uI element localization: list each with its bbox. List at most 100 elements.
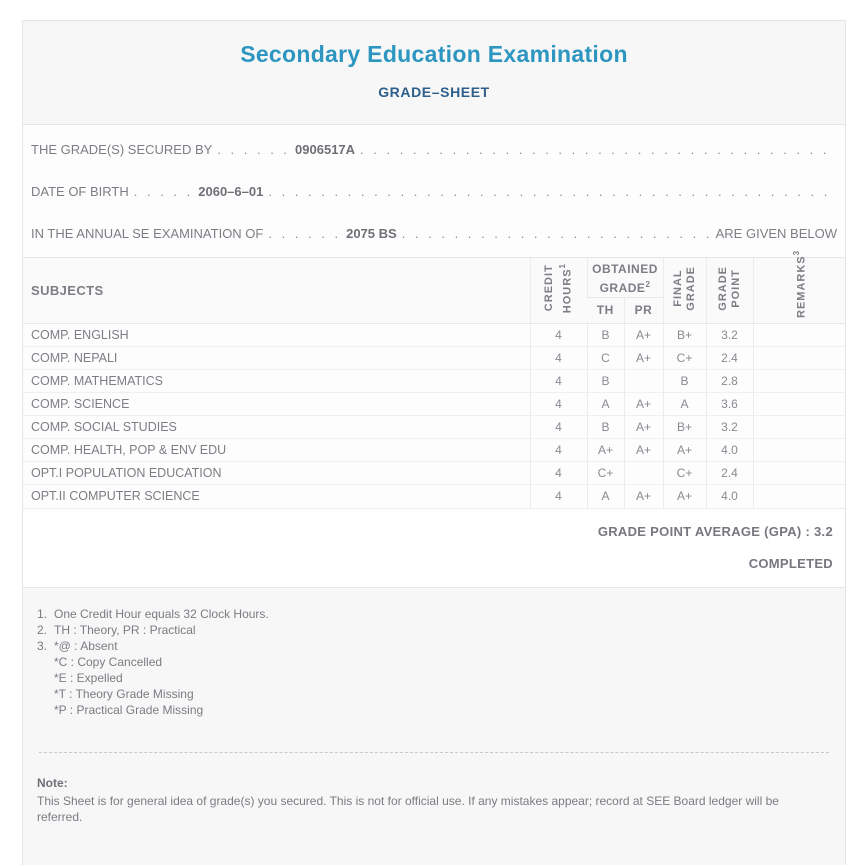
pr-grade-cell: A+ xyxy=(623,484,663,508)
pr-grade-cell xyxy=(623,369,663,393)
subject-cell: COMP. MATHEMATICS xyxy=(23,369,530,393)
final-grade-cell: C+ xyxy=(662,461,706,485)
footnote-marker: 1. xyxy=(37,606,48,621)
credit-hours-cell: 4 xyxy=(529,369,587,393)
column-header-subjects: SUBJECTS xyxy=(23,258,530,324)
dotted-leader: . . . . . . xyxy=(268,225,342,241)
credit-hours-cell: 4 xyxy=(529,484,587,508)
final-grade-cell: B+ xyxy=(662,415,706,439)
info-suffix: ARE GIVEN BELOW xyxy=(715,225,837,241)
final-grade-vertical-label: FINAL GRADE xyxy=(671,265,697,311)
final-grade-cell: B+ xyxy=(662,323,706,347)
final-grade-cell: C+ xyxy=(662,346,706,370)
page-subtitle: GRADE–SHEET xyxy=(378,84,490,100)
info-label: THE GRADE(S) SECURED BY xyxy=(31,141,213,157)
subject-cell: COMP. HEALTH, POP & ENV EDU xyxy=(23,438,530,462)
gpa-line: GRADE POINT AVERAGE (GPA) : 3.2 xyxy=(35,524,833,539)
subject-cell: OPT.I POPULATION EDUCATION xyxy=(23,461,530,485)
column-header-obtained-grade: OBTAINED GRADE2 xyxy=(586,258,663,298)
table-row: COMP. HEALTH, POP & ENV EDU 4 A+ A+ A+ 4… xyxy=(23,438,845,462)
info-line-date-of-birth: DATE OF BIRTH . . . . . 2060–6–01 . . . … xyxy=(31,170,837,212)
th-grade-cell: A xyxy=(586,484,624,508)
dotted-leader: . . . . . . xyxy=(217,141,291,157)
column-header-credit-hours: CREDIT HOURS1 xyxy=(529,258,587,324)
gpa-label: GRADE POINT AVERAGE (GPA) : xyxy=(597,523,811,539)
th-grade-cell: C+ xyxy=(586,461,624,485)
status-badge: COMPLETED xyxy=(748,555,833,571)
footnote-item: *C : Copy Cancelled xyxy=(37,654,831,670)
footnote-item: 3. *@ : Absent xyxy=(37,638,831,654)
footnote-item: 2. TH : Theory, PR : Practical xyxy=(37,622,831,638)
column-header-final-grade: FINAL GRADE xyxy=(662,258,706,324)
info-label: IN THE ANNUAL SE EXAMINATION OF xyxy=(31,225,264,241)
footnote-text: *T : Theory Grade Missing xyxy=(54,686,194,701)
th-grade-cell: A xyxy=(586,392,624,416)
final-grade-cell: A xyxy=(662,392,706,416)
grade-point-cell: 2.4 xyxy=(705,346,753,370)
final-grade-cell: A+ xyxy=(662,484,706,508)
remarks-vertical-label: REMARKS3 xyxy=(791,249,808,318)
remarks-cell xyxy=(752,438,845,462)
footnote-text: *P : Practical Grade Missing xyxy=(54,702,204,717)
subject-cell: OPT.II COMPUTER SCIENCE xyxy=(23,484,530,508)
subject-cell: COMP. NEPALI xyxy=(23,346,530,370)
dashed-divider xyxy=(39,751,829,753)
grade-point-cell: 2.8 xyxy=(705,369,753,393)
th-grade-cell: B xyxy=(586,323,624,347)
column-header-remarks: REMARKS3 xyxy=(752,249,845,324)
pr-grade-cell: A+ xyxy=(623,346,663,370)
pr-grade-cell: A+ xyxy=(623,323,663,347)
pr-grade-cell: A+ xyxy=(623,415,663,439)
grades-table: SUBJECTS CREDIT HOURS1 OBTAINED GRADE2 FIN… xyxy=(23,249,845,508)
grade-point-cell: 3.6 xyxy=(705,392,753,416)
footnote-marker xyxy=(37,670,54,686)
credit-hours-cell: 4 xyxy=(529,323,587,347)
footnote-text: *@ : Absent xyxy=(54,638,118,653)
page-title: Secondary Education Examination xyxy=(240,41,628,67)
grade-point-cell: 3.2 xyxy=(705,415,753,439)
th-grade-cell: B xyxy=(586,415,624,439)
column-header-pr: PR xyxy=(623,297,663,325)
footnote-marker: 2. xyxy=(37,622,48,637)
footnote-marker xyxy=(37,686,54,702)
footnote-item: *E : Expelled xyxy=(37,670,831,686)
credit-hours-cell: 4 xyxy=(529,438,587,462)
grade-point-cell: 4.0 xyxy=(705,484,753,508)
remarks-cell xyxy=(752,484,845,508)
footnote-marker: 3. xyxy=(37,638,48,653)
note-block: Note: This Sheet is for general idea of … xyxy=(23,752,845,865)
footnote-text: One Credit Hour equals 32 Clock Hours. xyxy=(54,606,269,621)
remarks-cell xyxy=(752,392,845,416)
table-row: COMP. ENGLISH 4 B A+ B+ 3.2 xyxy=(23,323,845,347)
remarks-cell xyxy=(752,369,845,393)
final-grade-cell: A+ xyxy=(662,438,706,462)
pr-grade-cell xyxy=(623,461,663,485)
footnote-text: *E : Expelled xyxy=(54,670,123,685)
final-grade-cell: B xyxy=(662,369,706,393)
grade-sheet-panel: Secondary Education Examination GRADE–SH… xyxy=(22,20,846,865)
note-title: Note: xyxy=(37,775,68,790)
subject-cell: COMP. SOCIAL STUDIES xyxy=(23,415,530,439)
th-grade-cell: A+ xyxy=(586,438,624,462)
info-label: DATE OF BIRTH xyxy=(31,183,129,199)
th-grade-cell: C xyxy=(586,346,624,370)
title-block: Secondary Education Examination GRADE–SH… xyxy=(23,21,845,125)
dotted-leader: . . . . . . . . . . . . . . . . . . . . … xyxy=(268,183,832,199)
credit-hours-vertical-label: CREDIT HOURS1 xyxy=(542,262,574,314)
symbol-number-value: 0906517A xyxy=(295,141,356,157)
subject-cell: COMP. SCIENCE xyxy=(23,392,530,416)
info-block: THE GRADE(S) SECURED BY . . . . . . 0906… xyxy=(23,125,845,258)
note-text: This Sheet is for general idea of grade(… xyxy=(37,793,779,824)
gpa-value: 3.2 xyxy=(814,523,833,539)
pr-grade-cell: A+ xyxy=(623,392,663,416)
table-row: OPT.I POPULATION EDUCATION 4 C+ C+ 2.4 xyxy=(23,461,845,485)
date-of-birth-value: 2060–6–01 xyxy=(198,183,264,199)
footnote-text: TH : Theory, PR : Practical xyxy=(54,622,196,637)
footnote-item: 1. One Credit Hour equals 32 Clock Hours… xyxy=(37,606,831,622)
pr-grade-cell: A+ xyxy=(623,438,663,462)
table-row: COMP. MATHEMATICS 4 B B 2.8 xyxy=(23,369,845,393)
credit-hours-cell: 4 xyxy=(529,461,587,485)
remarks-cell xyxy=(752,346,845,370)
grade-point-cell: 4.0 xyxy=(705,438,753,462)
column-header-grade-point: GRADE POINT xyxy=(705,258,753,324)
